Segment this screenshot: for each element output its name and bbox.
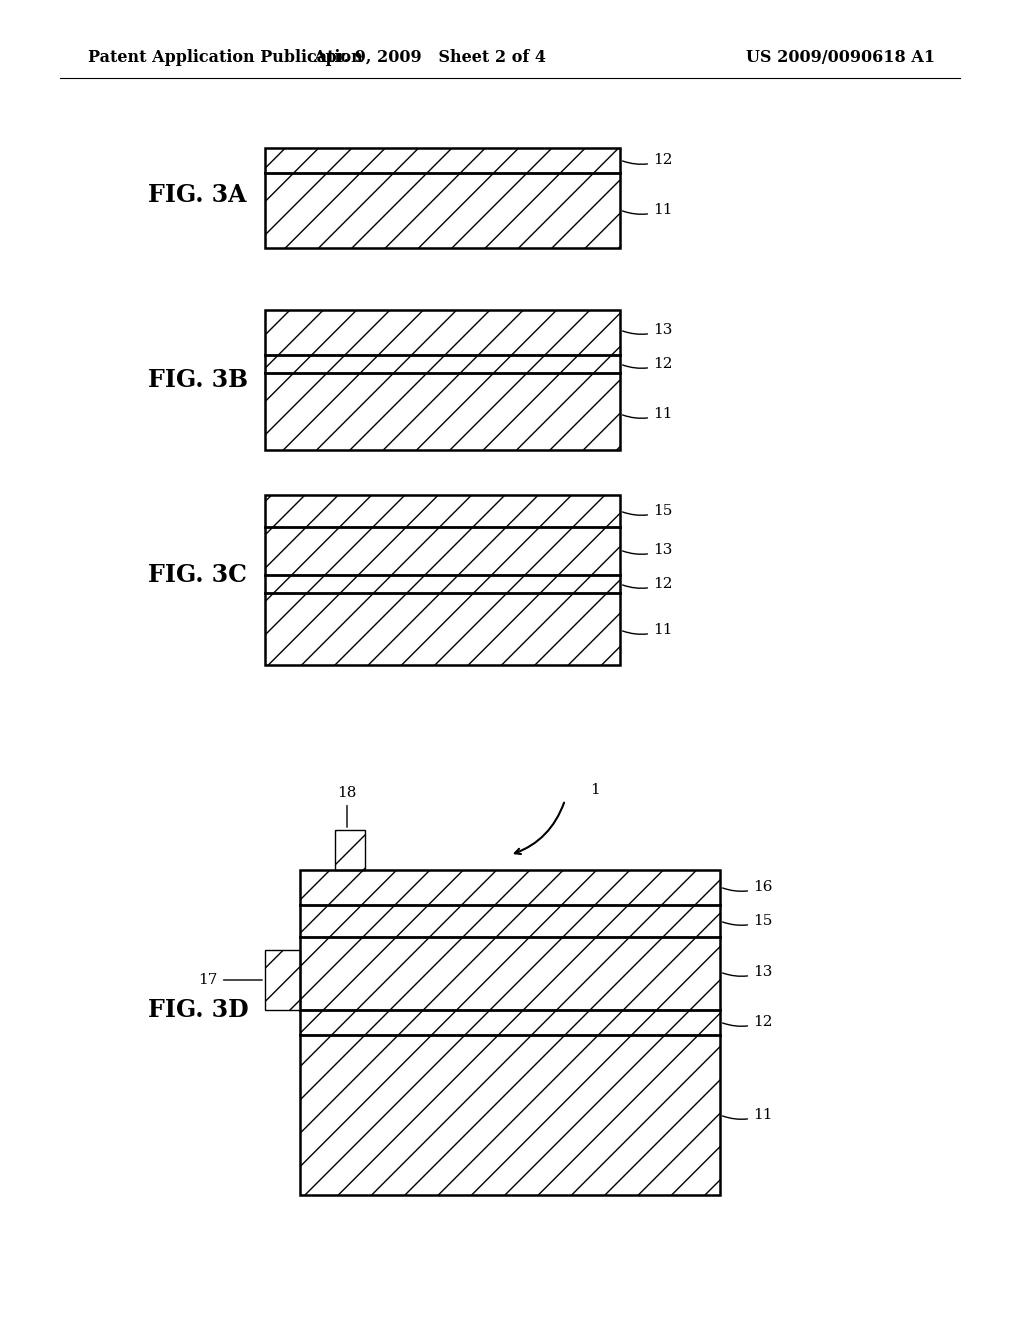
- Bar: [335, 830, 365, 870]
- Text: 15: 15: [723, 913, 772, 928]
- Text: 15: 15: [623, 504, 673, 517]
- Bar: [300, 937, 720, 1010]
- Text: Patent Application Publication: Patent Application Publication: [88, 49, 362, 66]
- Text: 17: 17: [199, 973, 262, 987]
- Bar: [300, 1035, 720, 1195]
- Text: US 2009/0090618 A1: US 2009/0090618 A1: [745, 49, 935, 66]
- Text: FIG. 3A: FIG. 3A: [148, 183, 247, 207]
- Text: 12: 12: [623, 356, 673, 371]
- Bar: [265, 148, 620, 248]
- Text: 11: 11: [623, 623, 673, 638]
- Bar: [300, 906, 720, 937]
- Text: 1: 1: [590, 783, 600, 797]
- Bar: [265, 593, 620, 665]
- Bar: [265, 310, 620, 450]
- Bar: [300, 870, 720, 1195]
- Text: 12: 12: [723, 1015, 772, 1030]
- Bar: [265, 148, 620, 173]
- Text: 12: 12: [623, 577, 673, 591]
- Text: 11: 11: [623, 203, 673, 216]
- Text: FIG. 3D: FIG. 3D: [148, 998, 249, 1022]
- Bar: [300, 870, 720, 906]
- Text: 13: 13: [623, 323, 673, 337]
- Text: 16: 16: [723, 880, 772, 894]
- Text: 11: 11: [623, 407, 673, 421]
- Text: 11: 11: [723, 1107, 772, 1122]
- Bar: [265, 310, 620, 355]
- Text: 13: 13: [623, 543, 673, 557]
- Text: 18: 18: [337, 785, 356, 828]
- Bar: [265, 950, 300, 1010]
- Text: FIG. 3C: FIG. 3C: [148, 564, 247, 587]
- Text: 12: 12: [623, 153, 673, 168]
- Text: FIG. 3B: FIG. 3B: [148, 368, 248, 392]
- Bar: [265, 173, 620, 248]
- Bar: [265, 495, 620, 527]
- Text: 13: 13: [723, 965, 772, 979]
- Bar: [265, 527, 620, 576]
- Bar: [265, 374, 620, 450]
- Bar: [265, 355, 620, 374]
- Bar: [265, 495, 620, 665]
- Bar: [300, 1010, 720, 1035]
- Text: Apr. 9, 2009   Sheet 2 of 4: Apr. 9, 2009 Sheet 2 of 4: [313, 49, 547, 66]
- Bar: [265, 576, 620, 593]
